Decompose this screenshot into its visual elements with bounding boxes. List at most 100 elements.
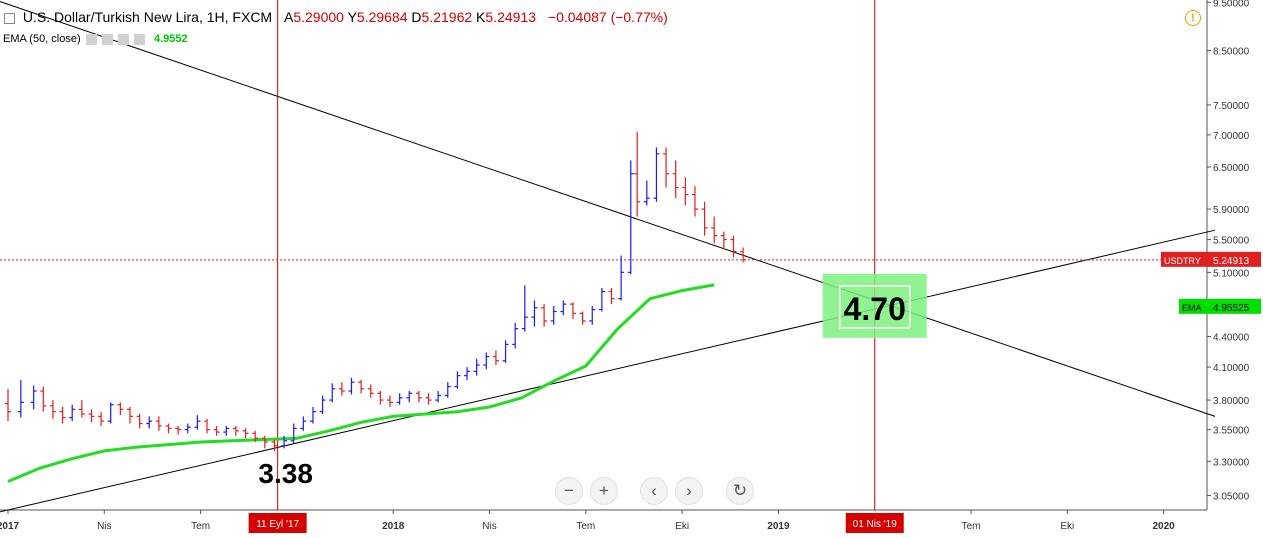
- ohlc-bar: [425, 393, 432, 405]
- x-tick-label: Tem: [962, 521, 981, 532]
- ohlc-bar: [146, 416, 153, 429]
- ohlc-bar: [69, 404, 76, 422]
- y-tick-label: 4.10000: [1213, 363, 1250, 374]
- ohlc-bar: [261, 435, 268, 449]
- trendline-resistance: [0, 1, 1216, 417]
- ohlc-bar: [691, 186, 698, 217]
- indicator-value: 4.9552: [153, 33, 188, 45]
- ohlc-bar: [740, 247, 747, 263]
- ohlc-bar: [242, 428, 249, 439]
- ohlc-bar: [136, 414, 143, 429]
- x-tick-label: Eki: [675, 521, 689, 532]
- y-tick-label: 9.50000: [1213, 0, 1250, 9]
- ohlc-bar: [701, 201, 708, 236]
- zoom-out-button[interactable]: −: [555, 477, 583, 505]
- x-tick-label: Nis: [482, 521, 496, 532]
- ohlc-bar: [252, 430, 259, 443]
- ema-tag-value: 4.95525: [1213, 303, 1250, 314]
- target-inner-box: [838, 285, 911, 329]
- ohlc-bar: [184, 423, 191, 434]
- zoom-in-button[interactable]: +: [590, 477, 618, 505]
- reset-chart-button[interactable]: ↻: [726, 477, 754, 505]
- x-tick-label: Eki: [1060, 521, 1074, 532]
- scroll-right-button[interactable]: ›: [675, 477, 703, 505]
- low-label: D: [411, 9, 422, 25]
- ohlc-bar: [367, 384, 374, 398]
- scroll-left-button[interactable]: ‹: [640, 477, 668, 505]
- ohlc-bar: [223, 425, 230, 436]
- ohlc-bar: [17, 379, 24, 418]
- ohlc-bar: [271, 439, 278, 451]
- ohlc-bar: [643, 180, 650, 206]
- ohlc-bar: [589, 305, 596, 325]
- ohlc-bar: [682, 177, 689, 206]
- y-tick-label: 3.80000: [1213, 396, 1250, 407]
- visibility-icon[interactable]: [85, 33, 97, 45]
- ohlc-bar: [473, 358, 480, 376]
- ohlc-bar: [213, 425, 220, 436]
- open-value: 5.29000: [293, 9, 344, 25]
- ohlc-bar: [653, 147, 660, 202]
- ohlc-bar: [521, 285, 528, 332]
- x-tick-label: 2019: [767, 521, 790, 532]
- ohlc-bar: [165, 423, 172, 434]
- collapse-icon[interactable]: [4, 12, 15, 24]
- y-tick-label: 5.50000: [1213, 236, 1250, 247]
- ohlc-bar: [107, 402, 114, 424]
- symbol-title[interactable]: U.S. Dollar/Turkish New Lira, 1H, FXCM: [22, 9, 273, 25]
- ohlc-bar: [406, 391, 413, 403]
- ohlc-bar: [464, 367, 471, 380]
- more-icon[interactable]: [117, 33, 129, 45]
- ohlc-bar: [598, 287, 605, 312]
- ohlc-bar: [569, 302, 576, 320]
- y-tick-label: 5.10000: [1213, 268, 1250, 279]
- ohlc-bar: [232, 425, 239, 436]
- ohlc-bar: [579, 311, 586, 325]
- y-tick-label: 7.00000: [1213, 131, 1250, 142]
- ohlc-bar: [634, 131, 641, 217]
- ohlc-bar: [300, 416, 307, 431]
- x-tick-label: Tem: [191, 521, 210, 532]
- ohlc-bar: [730, 235, 737, 258]
- indicator-name[interactable]: EMA (50, close): [3, 33, 81, 45]
- ohlc-bar: [550, 305, 557, 325]
- ohlc-bar: [59, 406, 66, 424]
- settings-icon[interactable]: [101, 33, 113, 45]
- ohlc-bar: [329, 383, 336, 403]
- y-tick-label: 7.50000: [1213, 101, 1250, 112]
- ema-tag-label: EMA: [1182, 303, 1202, 313]
- ema-tag: [1179, 298, 1261, 314]
- ohlc-bar: [30, 385, 37, 410]
- ohlc-bar: [377, 391, 384, 405]
- ohlc-bar: [309, 406, 316, 424]
- ohlc-bar: [117, 402, 124, 416]
- ohlc-bar: [155, 416, 162, 431]
- ohlc-bar: [502, 340, 509, 363]
- close-icon[interactable]: [133, 33, 145, 45]
- ohlc-bar: [290, 423, 297, 444]
- y-tick-label: 4.40000: [1213, 332, 1250, 343]
- ohlc-bar: [492, 350, 499, 365]
- ohlc-bar: [444, 382, 451, 398]
- ohlc-bar: [618, 255, 625, 301]
- ohlc-bar: [348, 377, 355, 395]
- target-value-label: 4.70: [844, 291, 906, 327]
- date-tag: [845, 513, 904, 533]
- low-value-label: 3.38: [258, 458, 313, 489]
- ohlc-bar: [435, 391, 442, 403]
- trendline-support: [0, 229, 1216, 513]
- ohlc-bar: [387, 395, 394, 407]
- warning-icon[interactable]: !: [1185, 10, 1201, 26]
- indicator-legend: EMA (50, close) 4.9552: [3, 33, 188, 45]
- ohlc-bar: [512, 322, 519, 349]
- ohlc-bar: [663, 147, 670, 188]
- x-tick-label: Tem: [576, 521, 595, 532]
- y-tick-label: 3.05000: [1213, 492, 1250, 503]
- ohlc-bar: [88, 409, 95, 423]
- ohlc-bar: [175, 425, 182, 435]
- y-tick-label: 5.90000: [1213, 205, 1250, 216]
- ohlc-bar: [672, 160, 679, 199]
- x-tick-label: Nis: [97, 521, 111, 532]
- ohlc-bar: [560, 300, 567, 316]
